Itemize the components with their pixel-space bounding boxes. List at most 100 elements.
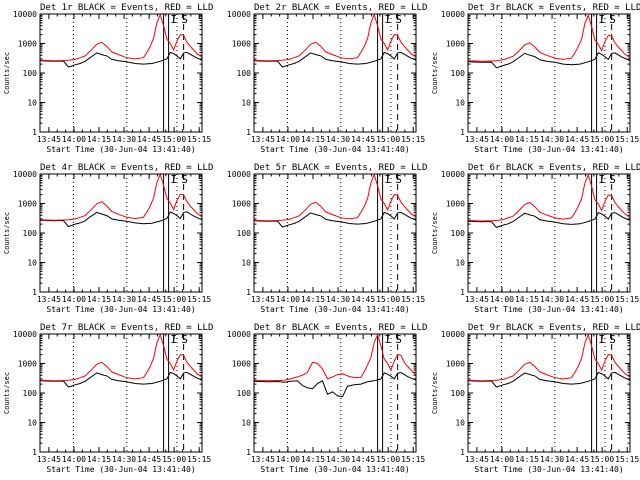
x-axis-label: Start Time (30-Jun-04 13:41:40) <box>474 305 623 314</box>
x-tick-label: 14:15 <box>301 135 325 144</box>
y-tick-label: 100 <box>237 389 252 398</box>
y-tick-label: 10000 <box>227 10 251 19</box>
x-tick-label: 14:00 <box>490 135 514 144</box>
y-tick-label: 10 <box>27 99 37 108</box>
plot-frame <box>39 173 203 293</box>
series-line-lld <box>253 333 417 382</box>
y-tick-label: 1 <box>246 288 251 297</box>
x-tick-label: 14:15 <box>87 455 111 464</box>
y-tick-label: 100 <box>23 69 38 78</box>
series-line-lld <box>253 173 417 222</box>
series-line-events <box>253 211 417 228</box>
x-tick-label: 14:45 <box>137 295 161 304</box>
y-tick-label: 10000 <box>13 10 37 19</box>
x-tick-label: 14:15 <box>87 135 111 144</box>
y-tick-label: 100 <box>237 69 252 78</box>
y-tick-label: 100 <box>451 69 466 78</box>
series-line-lld <box>39 13 203 62</box>
series-line-events <box>39 371 203 388</box>
y-tick-label: 1 <box>246 128 251 137</box>
x-tick-label: 14:30 <box>540 135 564 144</box>
series-line-events <box>39 51 203 68</box>
y-tick-label: 1 <box>460 288 465 297</box>
marker-label: I <box>384 173 391 186</box>
x-tick-label: 14:30 <box>540 295 564 304</box>
x-tick-label: 15:15 <box>401 455 425 464</box>
x-tick-label: 14:30 <box>112 295 136 304</box>
x-axis-label: Start Time (30-Jun-04 13:41:40) <box>260 465 409 474</box>
x-tick-label: 14:15 <box>515 295 539 304</box>
panel-title: Det 5r BLACK = Events, RED = LLD <box>254 163 427 173</box>
x-tick-label: 14:00 <box>276 295 300 304</box>
series-line-lld <box>39 333 203 382</box>
marker-label: S <box>609 333 616 346</box>
x-tick-label: 14:00 <box>276 455 300 464</box>
panel-title: Det 9r BLACK = Events, RED = LLD <box>468 323 640 333</box>
x-tick-label: 14:00 <box>490 295 514 304</box>
panel-det-8r: Det 8r BLACK = Events, RED = LLD 1 10 100 10… <box>227 323 427 474</box>
x-tick-label: 13:45 <box>251 455 275 464</box>
x-tick-label: 14:30 <box>540 455 564 464</box>
series-line-events <box>467 52 631 69</box>
x-tick-label: 14:00 <box>62 135 86 144</box>
y-tick-label: 1000 <box>18 40 37 49</box>
series-line-events <box>253 372 417 398</box>
panel-title: Det 4r BLACK = Events, RED = LLD <box>40 163 213 173</box>
x-tick-label: 13:45 <box>465 295 489 304</box>
x-tick-label: 15:00 <box>162 455 186 464</box>
x-tick-label: 13:45 <box>37 455 61 464</box>
x-tick-label: 14:45 <box>137 135 161 144</box>
x-tick-label: 14:00 <box>490 455 514 464</box>
series-line-events <box>39 211 203 228</box>
y-tick-label: 10000 <box>13 170 37 179</box>
x-tick-label: 15:15 <box>401 295 425 304</box>
x-tick-label: 13:45 <box>37 295 61 304</box>
plot-frame <box>467 173 631 293</box>
marker-label: S <box>181 13 188 26</box>
y-tick-label: 10000 <box>13 330 37 339</box>
x-tick-label: 13:45 <box>37 135 61 144</box>
x-tick-label: 15:00 <box>590 455 614 464</box>
y-tick-label: 10 <box>27 259 37 268</box>
x-tick-label: 14:30 <box>112 135 136 144</box>
marker-label: I <box>598 333 605 346</box>
y-tick-label: 10000 <box>441 170 465 179</box>
x-tick-label: 14:00 <box>62 455 86 464</box>
x-tick-label: 14:15 <box>87 295 111 304</box>
x-tick-label: 15:15 <box>615 455 639 464</box>
series-line-lld <box>39 172 203 221</box>
x-tick-label: 13:45 <box>251 295 275 304</box>
plot-frame <box>253 13 417 133</box>
y-tick-label: 1 <box>460 128 465 137</box>
x-tick-label: 14:45 <box>351 135 375 144</box>
marker-label: S <box>395 173 402 186</box>
series-line-lld <box>467 333 631 382</box>
y-tick-label: 100 <box>451 389 466 398</box>
marker-label: I <box>170 333 177 346</box>
x-axis-label: Start Time (30-Jun-04 13:41:40) <box>474 465 623 474</box>
marker-label: I <box>170 13 177 26</box>
panel-det-3r: Det 3r BLACK = Events, RED = LLD Counts/s… <box>431 3 640 154</box>
y-tick-label: 100 <box>23 229 38 238</box>
x-tick-label: 14:45 <box>351 295 375 304</box>
panel-title: Det 7r BLACK = Events, RED = LLD <box>40 323 213 333</box>
marker-label: I <box>384 13 391 26</box>
x-tick-label: 14:15 <box>515 455 539 464</box>
y-tick-label: 1 <box>32 128 37 137</box>
y-tick-label: 10000 <box>227 330 251 339</box>
series-line-lld <box>253 13 417 62</box>
x-tick-label: 15:00 <box>590 295 614 304</box>
x-tick-label: 13:45 <box>251 135 275 144</box>
x-axis-label: Start Time (30-Jun-04 13:41:40) <box>46 145 195 154</box>
y-tick-label: 10 <box>455 259 465 268</box>
panel-det-5r: Det 5r BLACK = Events, RED = LLD 1 10 100 10… <box>227 163 427 314</box>
y-axis-label: Counts/sec <box>3 212 11 254</box>
x-tick-label: 15:00 <box>376 455 400 464</box>
x-axis-label: Start Time (30-Jun-04 13:41:40) <box>260 145 409 154</box>
y-tick-label: 100 <box>23 389 38 398</box>
panel-title: Det 3r BLACK = Events, RED = LLD <box>468 3 640 13</box>
y-tick-label: 1 <box>32 448 37 457</box>
x-tick-label: 14:45 <box>565 295 589 304</box>
series-line-events <box>467 371 631 388</box>
y-tick-label: 1000 <box>232 40 251 49</box>
